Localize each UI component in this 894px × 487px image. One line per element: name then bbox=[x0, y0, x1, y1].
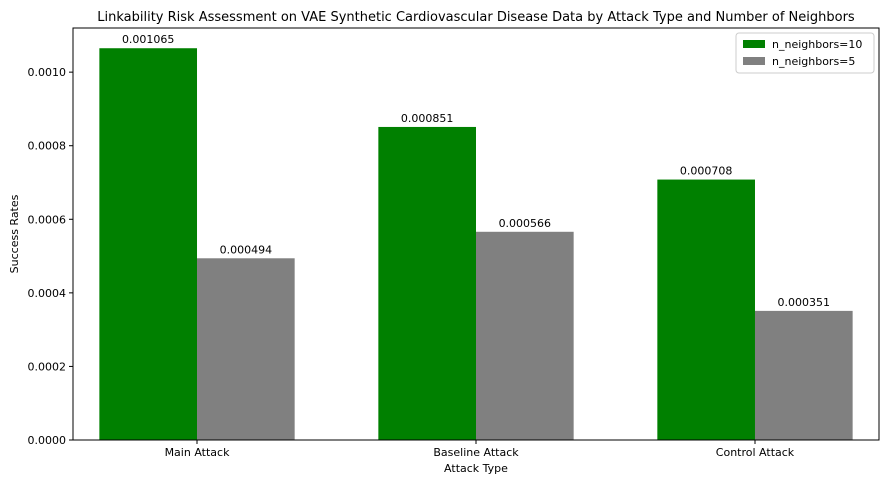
y-tick-label: 0.0000 bbox=[28, 434, 67, 447]
legend-label: n_neighbors=10 bbox=[772, 38, 862, 51]
x-axis: Main Attack Baseline Attack Control Attack bbox=[165, 440, 795, 459]
bar-n-neighbors-10-control-attack bbox=[657, 179, 755, 440]
x-axis-label: Attack Type bbox=[444, 462, 508, 475]
x-tick-label: Main Attack bbox=[165, 446, 231, 459]
legend-label: n_neighbors=5 bbox=[772, 55, 855, 68]
legend: n_neighbors=10 n_neighbors=5 bbox=[735, 32, 875, 74]
bar-value-label: 0.000494 bbox=[220, 243, 273, 256]
legend-swatch bbox=[743, 40, 765, 48]
y-tick-label: 0.0010 bbox=[28, 66, 67, 79]
x-tick-label: Baseline Attack bbox=[433, 446, 519, 459]
y-axis: 0.0000 0.0002 0.0004 0.0006 0.0008 0.0010 bbox=[28, 66, 73, 447]
bar-n-neighbors-5-baseline-attack bbox=[476, 231, 574, 440]
y-axis-label: Success Rates bbox=[8, 194, 21, 273]
chart-title: Linkability Risk Assessment on VAE Synth… bbox=[97, 10, 855, 25]
x-tick-label: Control Attack bbox=[716, 446, 795, 459]
bar-n-neighbors-10-main-attack bbox=[99, 48, 198, 440]
y-tick-label: 0.0004 bbox=[28, 287, 67, 300]
plot-frame bbox=[72, 27, 880, 441]
bar-n-neighbors-10-baseline-attack bbox=[378, 126, 476, 440]
legend-swatch bbox=[743, 57, 765, 65]
bar-n-neighbors-5-main-attack bbox=[197, 258, 295, 440]
legend-box bbox=[735, 32, 875, 74]
bar-n-neighbors-5-control-attack bbox=[754, 310, 853, 440]
bar-value-label: 0.000851 bbox=[401, 112, 454, 125]
y-tick-label: 0.0002 bbox=[28, 360, 67, 373]
bar-value-label: 0.000708 bbox=[680, 165, 733, 178]
plot-area: 0.001065 0.000851 0.000708 0.000494 0.000566… bbox=[99, 33, 853, 440]
y-tick-label: 0.0006 bbox=[28, 213, 67, 226]
bar-value-label: 0.000351 bbox=[778, 296, 831, 309]
y-tick-label: 0.0008 bbox=[28, 140, 67, 153]
bar-value-label: 0.001065 bbox=[122, 33, 175, 46]
bar-value-label: 0.000566 bbox=[499, 217, 552, 230]
